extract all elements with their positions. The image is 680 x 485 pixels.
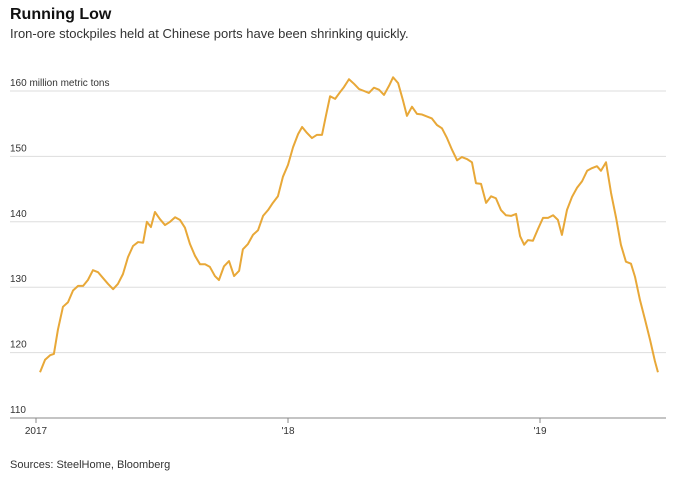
x-tick-label: 2017 [25, 426, 48, 437]
y-tick-label: 160 million metric tons [10, 78, 109, 89]
y-tick-label: 150 [10, 143, 27, 154]
y-tick-label: 130 [10, 274, 27, 285]
data-line [39, 76, 659, 373]
y-tick-label: 120 [10, 340, 27, 351]
y-tick-label: 140 [10, 209, 27, 220]
x-tick-label: '18 [281, 426, 294, 437]
y-tick-label: 110 [10, 405, 26, 416]
source-note: Sources: SteelHome, Bloomberg [10, 459, 170, 471]
chart-title: Running Low [10, 6, 112, 23]
x-tick-label: '19 [533, 426, 546, 437]
chart-subtitle: Iron-ore stockpiles held at Chinese port… [10, 26, 409, 41]
